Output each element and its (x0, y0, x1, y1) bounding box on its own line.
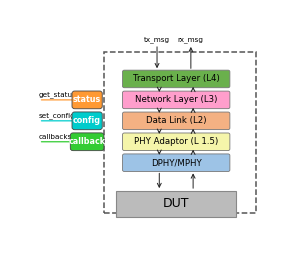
FancyBboxPatch shape (123, 70, 230, 88)
Text: Transport Layer (L4): Transport Layer (L4) (133, 74, 220, 83)
FancyBboxPatch shape (123, 91, 230, 109)
Text: set_config: set_config (39, 112, 75, 119)
Text: DUT: DUT (163, 197, 189, 210)
Text: tx_msg: tx_msg (144, 36, 170, 43)
Text: Network Layer (L3): Network Layer (L3) (135, 95, 217, 104)
FancyBboxPatch shape (123, 112, 230, 130)
FancyBboxPatch shape (72, 112, 102, 130)
Text: callback: callback (69, 137, 106, 146)
FancyBboxPatch shape (70, 133, 104, 151)
Text: DPHY/MPHY: DPHY/MPHY (151, 158, 202, 167)
Text: PHY Adaptor (L 1.5): PHY Adaptor (L 1.5) (134, 137, 218, 146)
Text: callbacks: callbacks (39, 134, 72, 140)
Text: rx_msg: rx_msg (178, 37, 204, 43)
FancyBboxPatch shape (123, 154, 230, 171)
Text: status: status (73, 95, 101, 104)
FancyBboxPatch shape (116, 191, 236, 217)
Text: Data Link (L2): Data Link (L2) (146, 116, 206, 125)
FancyBboxPatch shape (123, 133, 230, 150)
Text: get_status: get_status (39, 91, 77, 98)
Text: config: config (73, 116, 101, 125)
FancyBboxPatch shape (72, 91, 102, 109)
Bar (104, 52, 256, 213)
